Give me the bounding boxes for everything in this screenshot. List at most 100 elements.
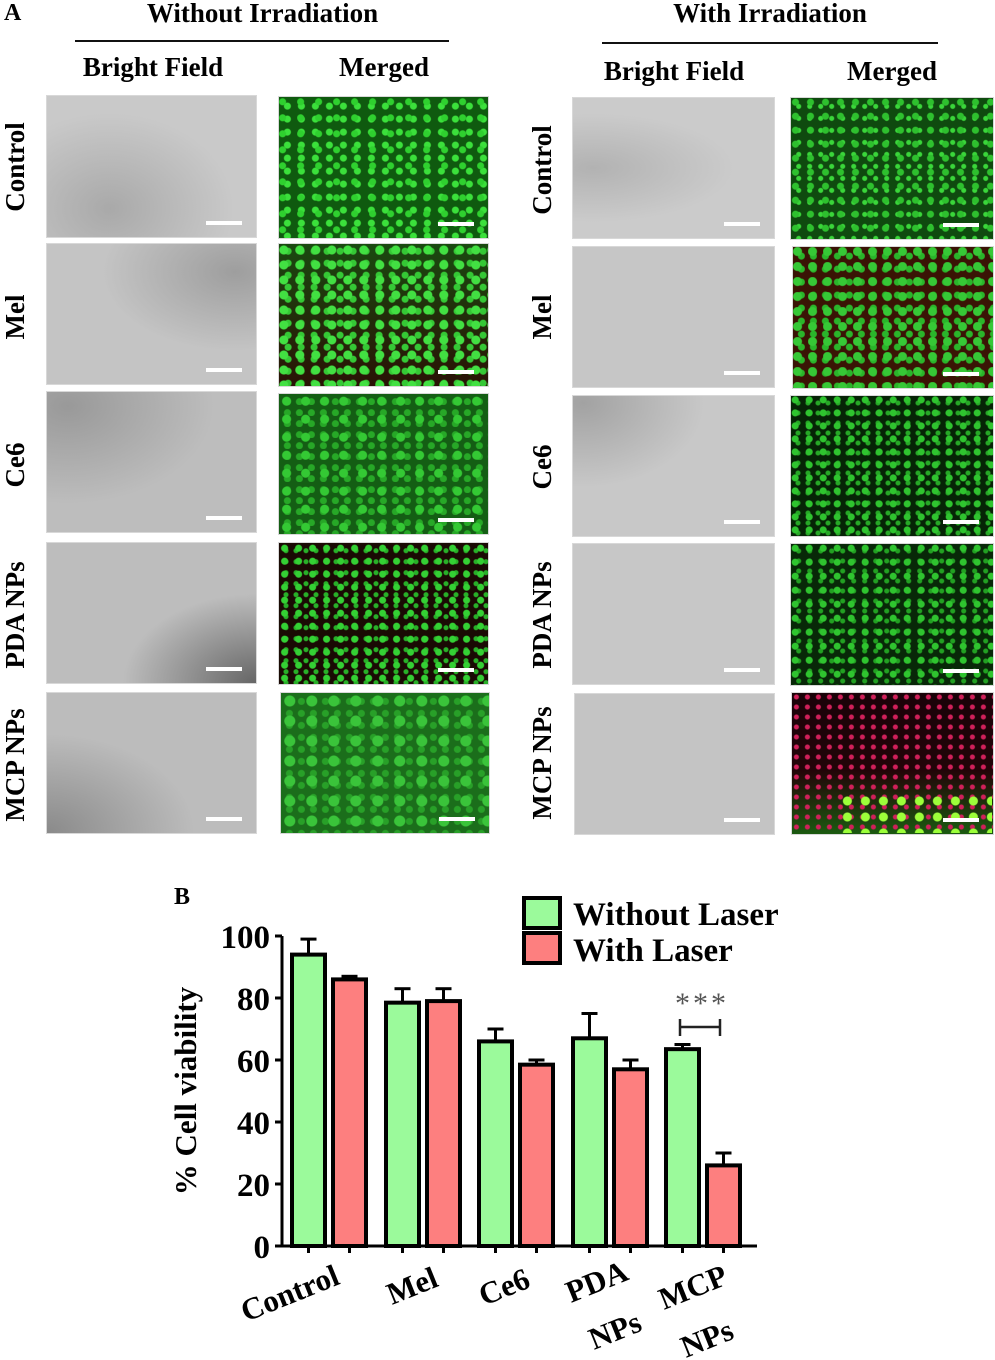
group-rule-without-irradiation [75,40,449,42]
bar-without-laser-pda-nps [571,1036,608,1249]
merged-without-irradiation-mel [278,243,489,387]
scale-bar [206,817,242,821]
x-label-ce6: Ce6 [474,1261,535,1313]
scale-bar [724,222,760,226]
scale-bar [438,370,474,374]
merged-with-irradiation-pda-nps [790,543,994,686]
error-bar [715,1151,732,1166]
merged-with-irradiation-ce6 [790,395,994,537]
bar-with-laser-mcp-nps [705,1163,742,1249]
scale-bar [438,668,474,672]
col-head-merged-2: Merged [847,56,937,86]
error-bar [394,987,411,1003]
bright-field-without-irradiation-mcp-nps [46,692,257,834]
bright-field-without-irradiation-control [46,95,257,238]
cell-viability-bar-chart: Without Laser With Laser % Cell viabilit… [168,896,779,1360]
legend-label-with-laser: With Laser [573,933,733,969]
merged-with-irradiation-mel [792,246,994,389]
row-label-mel-1: Mel [0,294,30,340]
row-label-pda-nps-2: PDA NPs [527,561,557,669]
scale-bar [438,518,474,522]
bar-without-laser-control [290,952,327,1248]
live-cell-cluster [842,793,992,833]
error-bar [300,937,317,955]
legend-swatch-without-laser [522,896,562,930]
bar-without-laser-ce6 [477,1039,514,1249]
scale-bar [943,818,979,822]
panel-a-letter: A [4,0,22,26]
y-axis [275,934,284,1248]
scale-bar [206,221,242,225]
y-tick-80: 80 [237,982,270,1018]
merged-without-irradiation-pda-nps [278,542,489,685]
bright-field-with-irradiation-mel [572,246,775,388]
error-bar [581,1012,598,1039]
merged-without-irradiation-ce6 [278,393,489,535]
row-label-mcp-nps-2: MCP NPs [527,706,557,820]
x-label-control: Control [236,1257,345,1328]
bar-without-laser-mel [384,1000,421,1249]
scale-bar [438,222,474,226]
merged-without-irradiation-mcp-nps [280,692,490,834]
group-rule-with-irradiation [602,42,938,44]
x-label-mcp-nps: NPs [676,1312,739,1360]
error-bar [487,1027,504,1042]
significance-bracket [678,1019,722,1036]
significance-stars: *** [675,987,729,1020]
scale-bar [206,516,242,520]
y-tick-40: 40 [237,1106,270,1142]
scale-bar [724,520,760,524]
legend-label-without-laser: Without Laser [573,897,779,933]
row-label-control-1: Control [0,122,30,212]
bar-with-laser-control [331,977,368,1249]
x-category-labels: Control Mel Ce6 PDA NPs MCP NPs [236,1253,739,1360]
panel-b-letter: B [174,884,191,910]
col-head-bright-field-1: Bright Field [82,52,224,82]
x-label-mcp: MCP [654,1258,733,1317]
bright-field-with-irradiation-pda-nps [572,543,775,685]
row-label-mcp-nps-1: MCP NPs [0,708,30,822]
y-tick-100: 100 [221,920,271,956]
bright-field-with-irradiation-control [572,97,775,239]
bar-series [290,937,742,1249]
bar-with-laser-ce6 [518,1062,555,1249]
merged-with-irradiation-control [790,97,994,240]
col-head-merged-1: Merged [339,52,429,82]
significance-annotation: *** [675,987,729,1036]
row-label-control-2: Control [527,125,557,215]
scale-bar [943,223,979,227]
chart-legend: Without Laser With Laser [522,896,779,969]
scale-bar [943,520,979,524]
bar-with-laser-mel [425,999,462,1248]
row-label-mel-2: Mel [527,294,557,340]
y-axis-label: % Cell viability [168,986,203,1195]
scale-bar [206,667,242,671]
scale-bar [724,818,760,822]
y-tick-0: 0 [254,1230,271,1266]
merged-without-irradiation-control [278,96,489,239]
x-label-pda: PDA [561,1253,634,1310]
group-title-with-irradiation: With Irradiation [673,0,867,28]
y-tick-60: 60 [237,1044,270,1080]
merged-with-irradiation-mcp-nps [791,692,994,835]
row-label-ce6-2: Ce6 [527,444,557,490]
scale-bar [943,372,979,376]
bar-without-laser-mcp-nps [664,1047,701,1249]
x-label-pda-nps: NPs [584,1304,647,1356]
col-head-bright-field-2: Bright Field [603,56,745,86]
row-label-ce6-1: Ce6 [0,442,30,488]
row-label-pda-nps-1: PDA NPs [0,561,30,669]
scale-bar [724,668,760,672]
legend-swatch-with-laser [522,931,562,965]
x-ticks [307,1246,725,1253]
scale-bar [943,669,979,673]
bright-field-without-irradiation-mel [46,243,257,385]
scale-bar [724,371,760,375]
scale-bar [206,368,242,372]
scale-bar [439,817,475,821]
bright-field-without-irradiation-ce6 [46,391,257,533]
group-title-without-irradiation: Without Irradiation [146,0,379,28]
bright-field-with-irradiation-ce6 [572,395,775,537]
error-bar [435,987,452,1002]
bright-field-without-irradiation-pda-nps [46,542,257,684]
